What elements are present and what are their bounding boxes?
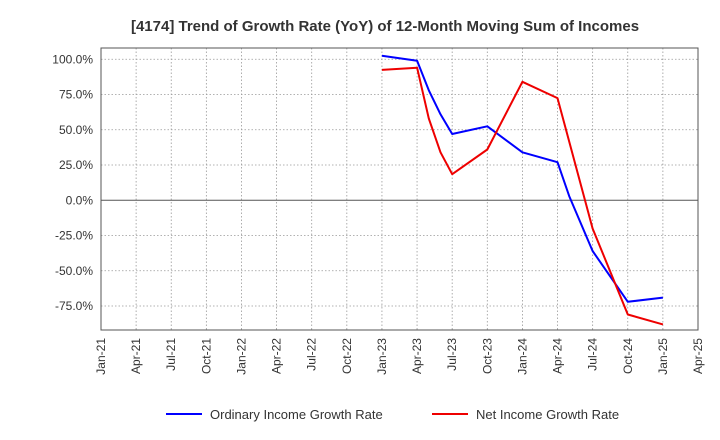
x-tick-label: Jul-21 [164,338,178,371]
x-tick-label: Jul-23 [445,338,459,371]
x-tick-label: Jan-24 [515,338,529,375]
y-axis-ticks: 100.0% 75.0% 50.0% 25.0% 0.0% -25.0% -50.0% -75… [52,52,93,313]
x-tick-label: Apr-23 [410,338,424,374]
y-tick-label: 25.0% [59,158,93,172]
series-layer [381,54,664,326]
x-tick-label: Oct-21 [199,338,213,374]
x-axis-ticks: Jan-21 Apr-21 Jul-21 Oct-21 Jan-22 Apr-22 Jul-… [94,338,705,375]
x-tick-label: Jul-22 [305,338,319,371]
x-tick-label: Apr-22 [270,338,284,374]
x-tick-label: Apr-24 [551,338,565,374]
plot-frame [100,47,699,331]
x-tick-label: Jan-23 [375,338,389,375]
legend-label: Ordinary Income Growth Rate [210,407,383,422]
x-tick-label: Oct-24 [621,338,635,374]
y-tick-label: -50.0% [55,264,93,278]
y-tick-label: -25.0% [55,229,93,243]
x-tick-label: Oct-23 [480,338,494,374]
legend: Ordinary Income Growth Rate Net Income Gr… [166,407,619,422]
grid [101,48,698,330]
x-tick-label: Apr-25 [691,338,705,374]
x-tick-label: Apr-21 [129,338,143,374]
y-tick-label: 0.0% [66,193,94,207]
series-line-net-income [381,66,664,326]
y-tick-label: -75.0% [55,299,93,313]
y-tick-label: 100.0% [52,52,93,66]
x-tick-label: Jan-21 [94,338,108,375]
x-tick-label: Oct-22 [340,338,354,374]
chart-title: [4174] Trend of Growth Rate (YoY) of 12-… [131,18,639,35]
y-tick-label: 50.0% [59,123,93,137]
y-tick-label: 75.0% [59,88,93,102]
series-line-ordinary-income [381,54,664,303]
x-tick-label: Jan-25 [656,338,670,375]
x-tick-label: Jul-24 [586,338,600,371]
x-tick-label: Jan-22 [234,338,248,375]
legend-label: Net Income Growth Rate [476,407,619,422]
